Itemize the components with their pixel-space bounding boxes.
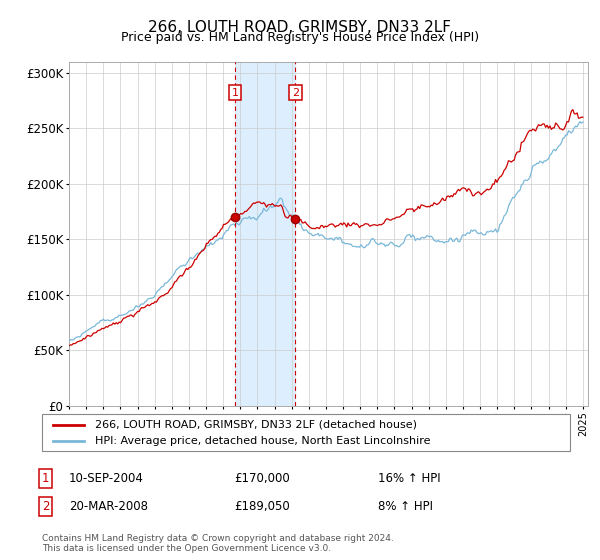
Text: 20-MAR-2008: 20-MAR-2008 [69,500,148,514]
Text: £189,050: £189,050 [234,500,290,514]
Text: 8% ↑ HPI: 8% ↑ HPI [378,500,433,514]
Text: 1: 1 [42,472,50,486]
Text: Contains HM Land Registry data © Crown copyright and database right 2024.
This d: Contains HM Land Registry data © Crown c… [42,534,394,553]
Text: 16% ↑ HPI: 16% ↑ HPI [378,472,440,486]
Text: 10-SEP-2004: 10-SEP-2004 [69,472,144,486]
Text: 1: 1 [232,87,238,97]
Bar [235,62,295,406]
Text: HPI: Average price, detached house, North East Lincolnshire: HPI: Average price, detached house, Nort… [95,436,430,446]
Text: £170,000: £170,000 [234,472,290,486]
Text: 266, LOUTH ROAD, GRIMSBY, DN33 2LF: 266, LOUTH ROAD, GRIMSBY, DN33 2LF [149,20,452,35]
FancyBboxPatch shape [42,414,570,451]
Text: 2: 2 [292,87,299,97]
Text: Price paid vs. HM Land Registry's House Price Index (HPI): Price paid vs. HM Land Registry's House … [121,31,479,44]
Text: 266, LOUTH ROAD, GRIMSBY, DN33 2LF (detached house): 266, LOUTH ROAD, GRIMSBY, DN33 2LF (deta… [95,419,417,430]
Text: 2: 2 [42,500,50,514]
